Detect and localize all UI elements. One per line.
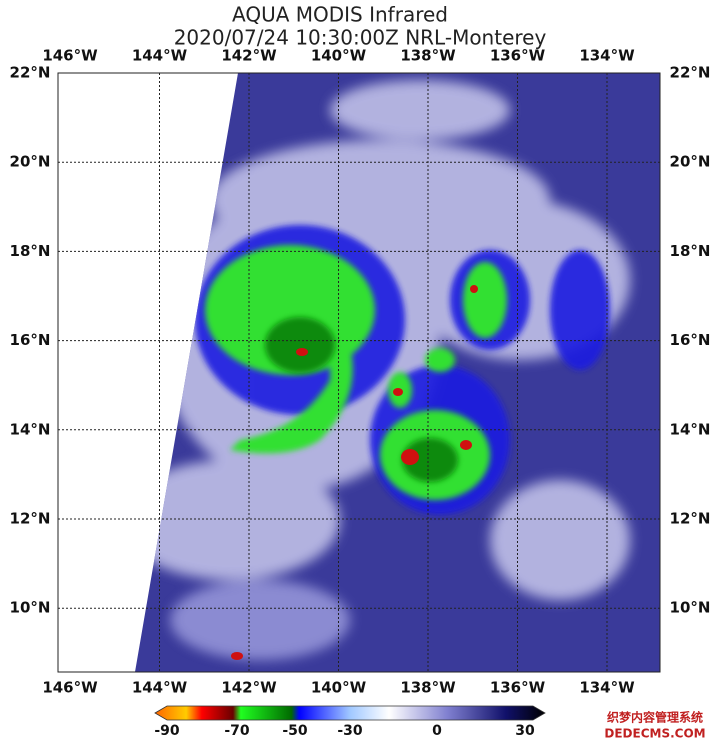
lat-label-left: 10°N [10,599,51,617]
lat-label-right: 14°N [670,420,711,438]
colorbar-tick-label: 30 [515,723,535,739]
lon-label-top: 136°W [490,47,546,65]
colorbar-tick-label: -90 [154,723,180,739]
watermark-line1: 织梦内容管理系统 [607,710,703,725]
lat-label-right: 10°N [670,599,711,617]
colorbar-tick-label: 0 [432,723,442,739]
lon-label-top: 142°W [221,47,277,65]
colorbar-tick-label: -30 [337,723,363,739]
lat-label-right: 22°N [670,64,711,82]
subtitle: 2020/07/24 10:30:00Z NRL-Monterey [174,26,547,50]
lon-label-bottom: 134°W [579,679,635,697]
lon-label-bottom: 138°W [400,679,456,697]
satellite-imagery [135,73,660,672]
lat-label-right: 12°N [670,510,711,528]
lon-label-top: 140°W [311,47,367,65]
lon-label-top: 134°W [579,47,635,65]
lat-label-left: 16°N [10,331,51,349]
lat-label-right: 18°N [670,242,711,260]
lon-label-bottom: 140°W [311,679,367,697]
map-border [57,72,661,673]
colorbar-tick-label: -70 [224,723,250,739]
lon-label-bottom: 146°W [42,679,98,697]
lon-label-bottom: 136°W [490,679,546,697]
lon-label-bottom: 144°W [132,679,188,697]
lon-label-top: 144°W [132,47,188,65]
watermark-line2: DEDECMS.COM [604,727,705,741]
lon-label-top: 138°W [400,47,456,65]
lat-label-left: 20°N [10,153,51,171]
lon-label-top: 146°W [42,47,98,65]
lat-label-left: 18°N [10,242,51,260]
lat-label-right: 20°N [670,153,711,171]
lon-label-bottom: 142°W [221,679,277,697]
title: AQUA MODIS Infrared [232,3,448,27]
colorbar-tick-label: -50 [282,723,308,739]
lat-label-left: 12°N [10,510,51,528]
colorbar [154,705,546,721]
lat-label-left: 22°N [10,64,51,82]
lat-label-left: 14°N [10,420,51,438]
graticule [58,73,660,672]
lat-label-right: 16°N [670,331,711,349]
